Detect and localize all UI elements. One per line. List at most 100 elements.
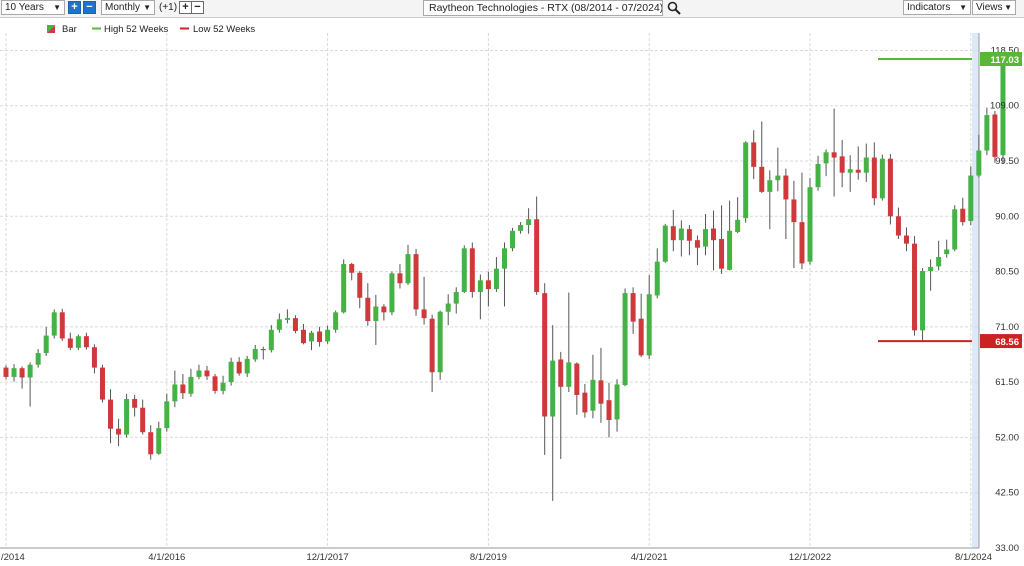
candle-up — [27, 364, 33, 378]
candle-up — [501, 248, 507, 269]
candle-down — [534, 219, 540, 292]
date-tick-label: 4/1/2016 — [148, 552, 185, 563]
candle-down — [469, 248, 475, 292]
indicators-button[interactable]: Indicators ▼ — [903, 0, 971, 15]
date-tick-label: /2014 — [1, 552, 25, 563]
candle-up — [952, 209, 958, 250]
date-tick-label: 8/1/2019 — [470, 552, 507, 563]
candle-up — [453, 291, 459, 304]
candle-up — [614, 384, 620, 420]
candle-down — [912, 243, 918, 331]
candle-up — [510, 230, 516, 249]
candle-up — [936, 257, 942, 267]
candle-down — [108, 399, 114, 429]
candle-down — [903, 235, 909, 244]
candle-down — [3, 367, 9, 377]
legend-label-low: Low 52 Weeks — [193, 24, 255, 35]
price-tick-label: 109.00 — [990, 101, 1019, 112]
candle-down — [895, 216, 901, 236]
candle-down — [317, 331, 323, 342]
candle-up — [823, 152, 829, 164]
period-increase-button[interactable]: + — [68, 1, 81, 14]
price-tick-label: 90.00 — [995, 211, 1019, 222]
symbol-title-field[interactable]: Raytheon Technologies - RTX (08/2014 - 0… — [423, 0, 663, 16]
candle-up — [775, 175, 781, 181]
candle-up — [590, 379, 596, 411]
high-52-weeks-value: 117.03 — [990, 55, 1019, 66]
offset-decrease-button[interactable]: − — [191, 1, 204, 14]
candle-up — [526, 219, 532, 226]
legend-label-bar: Bar — [62, 24, 77, 35]
candle-down — [670, 226, 676, 241]
candle-down — [116, 428, 122, 435]
candle-up — [309, 332, 315, 342]
price-chart[interactable]: Bar High 52 Weeks Low 52 Weeks 118.50 109… — [0, 18, 1024, 566]
date-tick-label: 8/1/2024 — [955, 552, 992, 563]
candle-down — [719, 239, 725, 269]
indicators-label: Indicators — [907, 2, 951, 13]
candle-down — [960, 208, 966, 223]
price-tick-label: 80.50 — [995, 267, 1019, 278]
candle-up — [920, 271, 926, 331]
candle-up — [172, 384, 178, 402]
candle-down — [236, 361, 242, 374]
candle-up — [75, 336, 81, 348]
candle-up — [984, 115, 990, 151]
candle-up — [405, 254, 411, 284]
candle-up — [445, 303, 451, 312]
search-icon[interactable] — [667, 1, 681, 15]
candle-down — [783, 175, 789, 200]
price-tick-label: 71.00 — [995, 322, 1019, 333]
candle-down — [381, 306, 387, 313]
candle-up — [646, 294, 652, 356]
candle-up — [807, 187, 813, 262]
candle-down — [759, 166, 765, 192]
candle-up — [928, 266, 934, 272]
candle-up — [968, 175, 974, 221]
date-tick-label: 12/1/2017 — [306, 552, 348, 563]
candle-up — [35, 353, 41, 365]
interval-select[interactable]: Monthly ▼ — [101, 0, 155, 15]
candle-up — [847, 169, 853, 173]
candle-up — [735, 219, 741, 233]
offset-label: (+1) — [159, 2, 178, 13]
price-tick-label: 61.50 — [995, 377, 1019, 388]
candle-up — [944, 249, 950, 255]
candle-up — [124, 399, 130, 435]
chevron-down-icon: ▼ — [1004, 3, 1012, 12]
candle-up — [654, 261, 660, 296]
candle-down — [711, 228, 717, 241]
period-decrease-button[interactable]: − — [83, 1, 96, 14]
views-button[interactable]: Views ▼ — [972, 0, 1016, 15]
candle-up — [662, 225, 668, 262]
interval-value: Monthly — [105, 2, 141, 13]
candle-down — [606, 400, 612, 420]
candle-down — [180, 384, 186, 394]
candle-down — [365, 297, 371, 322]
candle-down — [831, 152, 837, 158]
candle-up — [518, 225, 524, 231]
candle-down — [799, 222, 805, 264]
period-select[interactable]: 10 Years ▼ — [1, 0, 65, 15]
candle-up — [863, 157, 869, 173]
candle-down — [542, 293, 548, 417]
candle-down — [19, 368, 25, 378]
candle-up — [702, 229, 708, 247]
legend-item-high: High 52 Weeks — [92, 24, 168, 35]
candle-up — [622, 293, 628, 386]
candle-up — [815, 163, 821, 188]
candle-down — [300, 329, 306, 344]
price-axis-labels: 118.50 109.00 99.50 90.00 80.50 71.00 61.50 52.… — [980, 45, 1022, 554]
candle-up — [1000, 59, 1006, 156]
candle-up — [341, 264, 347, 313]
candle-down — [887, 158, 893, 217]
candle-up — [767, 180, 773, 192]
candle-down — [582, 392, 588, 413]
candle-down — [485, 280, 491, 290]
candle-up — [156, 428, 162, 454]
candle-down — [260, 348, 266, 351]
chevron-down-icon: ▼ — [959, 3, 967, 12]
candle-up — [228, 361, 234, 383]
price-tick-label: 52.00 — [995, 432, 1019, 443]
candle-down — [59, 312, 65, 339]
